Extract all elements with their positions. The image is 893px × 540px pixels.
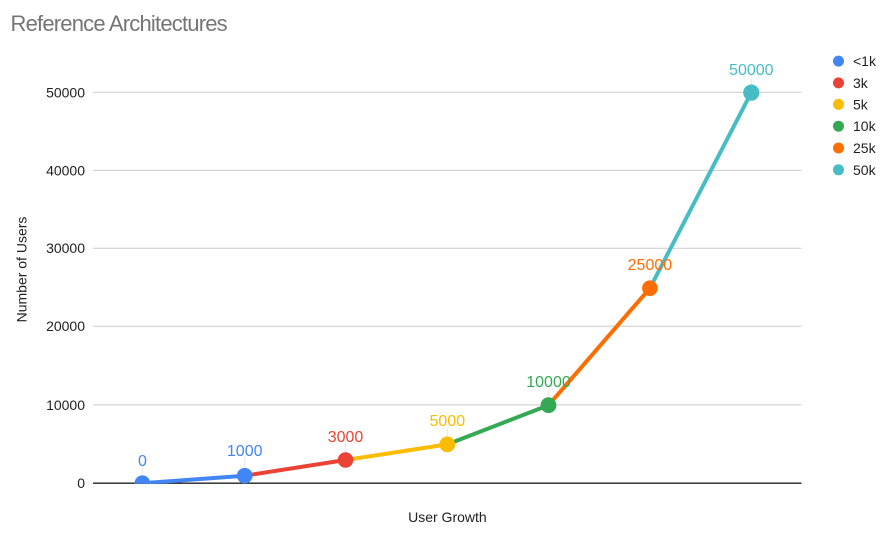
svg-text:5k: 5k	[853, 96, 869, 112]
svg-text:10k: 10k	[853, 118, 877, 134]
svg-text:50000: 50000	[46, 84, 85, 100]
svg-text:0: 0	[138, 453, 147, 470]
svg-text:30000: 30000	[46, 240, 85, 256]
svg-text:10000: 10000	[526, 374, 571, 391]
svg-text:3k: 3k	[853, 75, 869, 91]
svg-text:25k: 25k	[853, 140, 877, 156]
svg-text:40000: 40000	[46, 162, 85, 178]
svg-text:User Growth: User Growth	[408, 509, 487, 525]
svg-text:Reference Architectures: Reference Architectures	[11, 11, 228, 36]
svg-text:5000: 5000	[430, 413, 466, 430]
svg-text:0: 0	[77, 475, 85, 491]
svg-text:25000: 25000	[628, 257, 673, 274]
svg-text:50k: 50k	[853, 162, 877, 178]
svg-text:Number of Users: Number of Users	[14, 217, 30, 323]
svg-text:1000: 1000	[227, 443, 263, 460]
svg-text:50000: 50000	[729, 62, 774, 79]
svg-text:10000: 10000	[46, 397, 85, 413]
svg-text:3000: 3000	[328, 429, 364, 446]
svg-text:<1k: <1k	[853, 53, 877, 69]
svg-text:20000: 20000	[46, 318, 85, 334]
